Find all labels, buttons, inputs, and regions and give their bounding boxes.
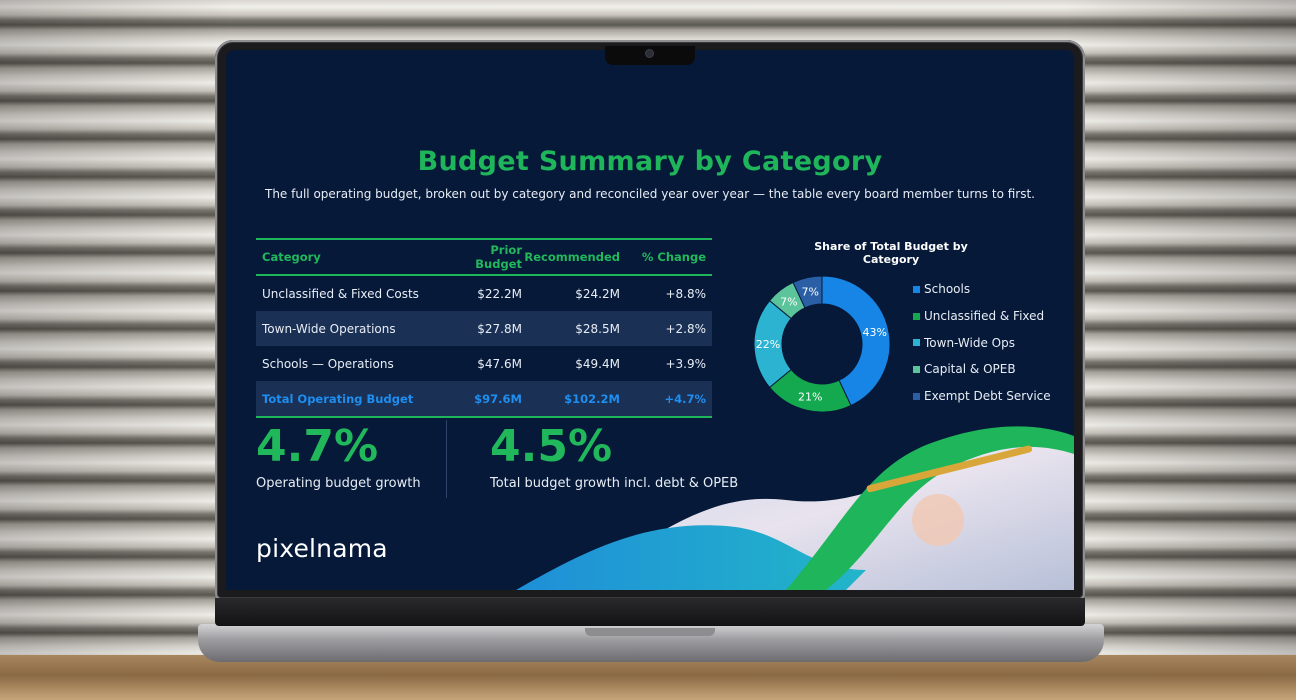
- table-cell: $22.2M: [477, 286, 522, 301]
- kpi-total-growth: 4.5% Total budget growth incl. debt & OP…: [490, 421, 739, 492]
- hand-image: [912, 494, 964, 546]
- page-subtitle: The full operating budget, broken out by…: [265, 187, 1035, 201]
- table-cell: +2.8%: [621, 311, 712, 346]
- table-cell: $97.6M: [439, 381, 523, 418]
- laptop-thumb-notch: [585, 628, 715, 636]
- legend-item: Unclassified & Fixed: [913, 303, 1051, 330]
- kpi-value: 4.5%: [490, 421, 613, 472]
- table-row: Town-Wide Operations $27.8M $28.5M +2.8%: [256, 311, 712, 346]
- table-cell: $102.2M: [523, 381, 621, 418]
- budget-table: Category Prior Budget Recommended % Chan…: [256, 238, 712, 418]
- laptop-hinge: [215, 598, 1085, 626]
- kpi-label: Total budget growth incl. debt & OPEB: [490, 476, 739, 491]
- legend-swatch: [913, 285, 920, 293]
- kpi-label: Operating budget growth: [256, 476, 421, 491]
- legend-item: Town-Wide Ops: [913, 329, 1051, 356]
- webcam-icon: [646, 50, 653, 57]
- table-header-row: Category Prior Budget Recommended % Chan…: [256, 238, 712, 276]
- table-cell: $47.6M: [477, 356, 522, 371]
- table-total-row: Total Operating Budget $97.6M $102.2M +4…: [256, 381, 712, 418]
- legend-label: Unclassified & Fixed: [924, 309, 1045, 324]
- legend-label: Town-Wide Ops: [924, 335, 1015, 350]
- table-row: Unclassified & Fixed Costs $22.2M $24.2M…: [256, 275, 712, 311]
- decorative-wave: [516, 426, 1074, 590]
- kpi-divider: [446, 420, 447, 498]
- table-cell: $27.8M: [439, 311, 523, 346]
- legend-swatch: [913, 365, 920, 373]
- legend-swatch: [913, 392, 920, 400]
- table-cell: Town-Wide Operations: [256, 311, 439, 346]
- page-title: Budget Summary by Category: [417, 146, 883, 177]
- donut-data-label: 21%: [798, 391, 822, 404]
- chart-title: Share of Total Budget by Category: [814, 240, 968, 266]
- donut-chart: 43% 21% 22% 7% 7%: [753, 275, 891, 413]
- pen-icon: [866, 445, 1033, 493]
- table-cell: $28.5M: [523, 311, 621, 346]
- table-cell: +4.7%: [621, 381, 712, 418]
- donut-data-label: 7%: [780, 295, 797, 308]
- kpi-value: 4.7%: [256, 421, 379, 472]
- legend-label: Schools: [924, 282, 971, 297]
- column-header-change: % Change: [621, 238, 712, 276]
- donut-data-label: 43%: [862, 326, 886, 339]
- legend-label: Capital & OPEB: [924, 362, 1016, 377]
- table-cell: +3.9%: [665, 356, 706, 371]
- table-cell: $49.4M: [575, 356, 620, 371]
- column-header-recommended: Recommended: [523, 238, 621, 276]
- table-cell: Schools — Operations: [262, 356, 394, 371]
- column-header-category: Category: [256, 238, 439, 276]
- slide-screen: Budget Summary by Category The full oper…: [226, 50, 1074, 590]
- donut-slice-4: [792, 275, 823, 309]
- table-cell: Total Operating Budget: [256, 381, 439, 418]
- table-row: Schools — Operations $47.6M $49.4M +3.9%: [256, 346, 712, 381]
- donut-data-label: 7%: [801, 285, 818, 298]
- donut-slice-0: [821, 275, 891, 407]
- donut-data-label: 22%: [756, 338, 780, 351]
- wooden-desk: [0, 655, 1296, 700]
- legend-swatch: [913, 312, 920, 320]
- brand-logo: pixelnama: [256, 534, 388, 563]
- legend-label: Exempt Debt Service: [924, 389, 1051, 404]
- legend-item: Capital & OPEB: [913, 356, 1051, 383]
- kpi-operating-growth: 4.7% Operating budget growth: [256, 421, 421, 492]
- legend-item: Schools: [913, 276, 1051, 303]
- table-cell: +8.8%: [665, 286, 706, 301]
- table-cell: Unclassified & Fixed Costs: [262, 286, 419, 301]
- legend-item: Exempt Debt Service: [913, 383, 1051, 410]
- legend-swatch: [913, 339, 920, 347]
- chart-legend: Schools Unclassified & Fixed Town-Wide Ops…: [913, 276, 1051, 409]
- table-cell: $24.2M: [575, 286, 620, 301]
- column-header-prior: Prior Budget: [439, 238, 523, 276]
